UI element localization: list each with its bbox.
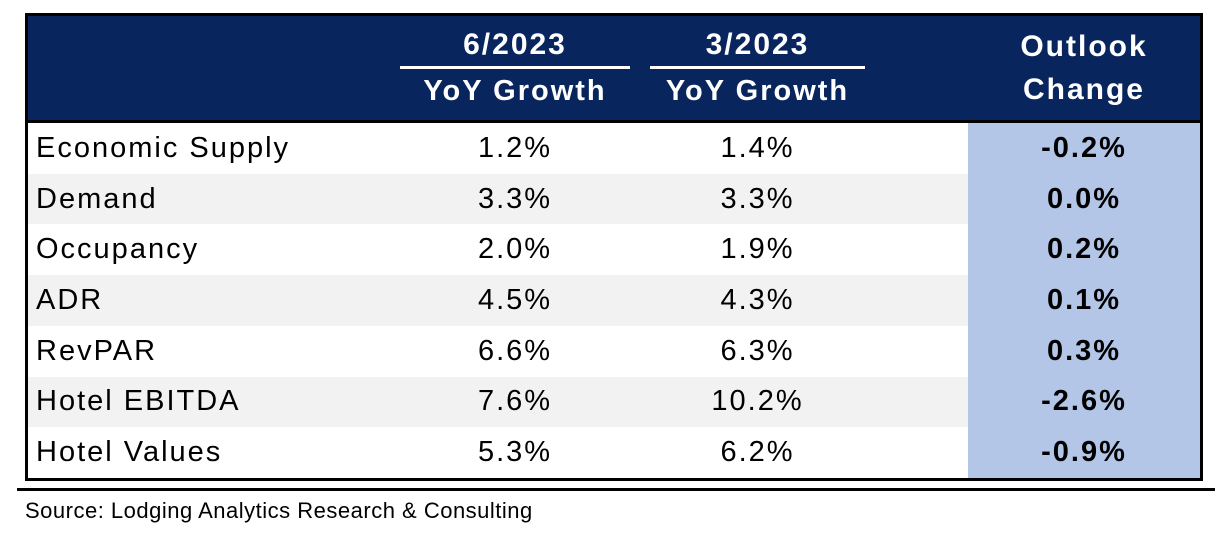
row-label: Occupancy bbox=[28, 224, 390, 276]
spacer-cell bbox=[875, 123, 968, 174]
header-cell-mar-2023: 3/2023 YoY Growth bbox=[640, 16, 875, 120]
table-body: Economic Supply 1.2% 1.4% -0.2% Demand 3… bbox=[28, 123, 1200, 479]
header-underline-mar bbox=[650, 66, 865, 70]
spacer-cell bbox=[875, 427, 968, 479]
table-row: Demand 3.3% 3.3% 0.0% bbox=[28, 173, 1200, 225]
outlook-change-value: 0.3% bbox=[968, 325, 1200, 377]
jun-yoy-value: 3.3% bbox=[390, 173, 640, 225]
mar-yoy-value: 1.4% bbox=[640, 123, 875, 174]
jun-yoy-value: 2.0% bbox=[390, 224, 640, 276]
header-cell-spacer bbox=[875, 16, 968, 120]
outlook-change-value: -0.2% bbox=[968, 123, 1200, 174]
table-row: Occupancy 2.0% 1.9% 0.2% bbox=[28, 224, 1200, 276]
outlook-change-value: 0.1% bbox=[968, 275, 1200, 326]
header-cell-outlook-change: Outlook Change bbox=[968, 16, 1200, 120]
jun-yoy-value: 5.3% bbox=[390, 427, 640, 479]
spacer-cell bbox=[875, 173, 968, 225]
header-underline-jun bbox=[400, 66, 630, 70]
mar-yoy-value: 4.3% bbox=[640, 275, 875, 326]
row-label: ADR bbox=[28, 275, 390, 326]
header-cell-blank bbox=[28, 16, 390, 120]
header-cell-jun-2023: 6/2023 YoY Growth bbox=[390, 16, 640, 120]
spacer-cell bbox=[875, 275, 968, 326]
row-label: Hotel EBITDA bbox=[28, 376, 390, 428]
spacer-cell bbox=[875, 376, 968, 428]
mar-yoy-value: 3.3% bbox=[640, 173, 875, 225]
row-label: RevPAR bbox=[28, 325, 390, 377]
table-row: Hotel EBITDA 7.6% 10.2% -2.6% bbox=[28, 376, 1200, 428]
header-outlook-line1: Outlook bbox=[1020, 29, 1148, 63]
bottom-rule bbox=[17, 488, 1215, 491]
header-sub-mar: YoY Growth bbox=[665, 75, 850, 108]
outlook-change-value: -0.9% bbox=[968, 427, 1200, 479]
jun-yoy-value: 4.5% bbox=[390, 275, 640, 326]
source-caption: Source: Lodging Analytics Research & Con… bbox=[25, 498, 533, 523]
mar-yoy-value: 1.9% bbox=[640, 224, 875, 276]
mar-yoy-value: 10.2% bbox=[640, 376, 875, 428]
header-sub-jun: YoY Growth bbox=[423, 75, 607, 108]
mar-yoy-value: 6.2% bbox=[640, 427, 875, 479]
outlook-change-value: -2.6% bbox=[968, 376, 1200, 428]
table-header: 6/2023 YoY Growth 3/2023 YoY Growth Outl… bbox=[28, 16, 1200, 123]
row-label: Hotel Values bbox=[28, 427, 390, 479]
jun-yoy-value: 7.6% bbox=[390, 376, 640, 428]
row-label: Demand bbox=[28, 173, 390, 225]
spacer-cell bbox=[875, 224, 968, 276]
table-row: ADR 4.5% 4.3% 0.1% bbox=[28, 275, 1200, 326]
jun-yoy-value: 1.2% bbox=[390, 123, 640, 174]
spacer-cell bbox=[875, 325, 968, 377]
outlook-change-value: 0.2% bbox=[968, 224, 1200, 276]
header-period-jun: 6/2023 bbox=[463, 28, 567, 62]
jun-yoy-value: 6.6% bbox=[390, 325, 640, 377]
outlook-change-value: 0.0% bbox=[968, 173, 1200, 225]
table-row: Economic Supply 1.2% 1.4% -0.2% bbox=[28, 123, 1200, 174]
table-row: RevPAR 6.6% 6.3% 0.3% bbox=[28, 325, 1200, 377]
table-row: Hotel Values 5.3% 6.2% -0.9% bbox=[28, 427, 1200, 479]
row-label: Economic Supply bbox=[28, 123, 390, 174]
metrics-table: 6/2023 YoY Growth 3/2023 YoY Growth Outl… bbox=[25, 13, 1203, 481]
header-outlook-line2: Change bbox=[1022, 73, 1145, 106]
header-period-mar: 3/2023 bbox=[705, 28, 810, 62]
mar-yoy-value: 6.3% bbox=[640, 325, 875, 377]
